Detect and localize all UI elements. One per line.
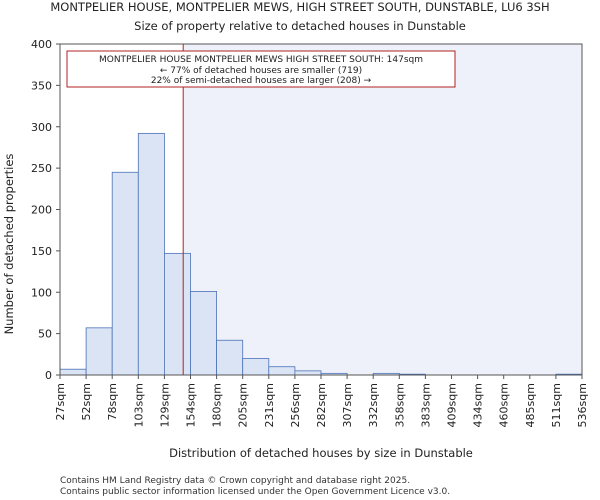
y-tick-label: 0 [45,369,52,382]
x-tick-label: 460sqm [498,383,511,427]
x-ticks: 27sqm 52sqm 78sqm 103sqm 129sqm 154sqm 180sqm 2… [54,375,589,427]
x-tick-label: 180sqm [211,383,224,427]
footer-line-2: Contains public sector information licen… [60,487,450,497]
y-ticks: 0 50 100 150 200 250 300 350 400 [31,38,60,382]
annotation-line-1: MONTPELIER HOUSE MONTPELIER MEWS HIGH ST… [99,55,423,65]
x-tick-label: 78sqm [106,383,119,420]
highlight-region [183,44,582,375]
x-tick-label: 536sqm [576,383,589,427]
x-tick-label: 52sqm [80,383,93,420]
x-tick-label: 358sqm [393,383,406,427]
chart-subtitle: Size of property relative to detached ho… [134,19,466,33]
x-tick-label: 485sqm [524,383,537,427]
y-tick-label: 350 [31,79,52,92]
x-tick-label: 383sqm [419,383,432,427]
x-tick-label: 282sqm [315,383,328,427]
x-tick-label: 103sqm [132,383,145,427]
bars [59,132,583,376]
x-tick-label: 256sqm [289,383,302,427]
bar-154sqm [190,291,218,376]
x-tick-label: 434sqm [472,383,485,427]
bar-256sqm [294,370,322,376]
x-tick-label: 409sqm [446,383,459,427]
bar-52sqm [85,327,113,376]
annotation-border [66,50,456,88]
x-tick-label: 307sqm [341,383,354,427]
bar-231sqm [268,366,296,376]
y-tick-label: 50 [38,328,52,341]
x-axis-title: Distribution of detached houses by size … [169,446,473,460]
x-tick-label: 231sqm [263,383,276,427]
y-tick-label: 150 [31,245,52,258]
bar-129sqm [163,252,191,376]
y-tick-label: 400 [31,38,52,51]
annotation-line-2: ← 77% of detached houses are smaller (71… [160,66,362,76]
footer-line-1: Contains HM Land Registry data © Crown c… [60,476,410,486]
x-tick-label: 154sqm [185,383,198,427]
bar-27sqm [59,368,87,376]
bar-78sqm [111,171,139,376]
annotation-box: MONTPELIER HOUSE MONTPELIER MEWS HIGH ST… [66,50,456,88]
bar-103sqm [137,132,165,376]
y-tick-label: 100 [31,286,52,299]
x-tick-label: 332sqm [367,383,380,427]
y-tick-label: 300 [31,121,52,134]
x-tick-label: 129sqm [158,383,171,427]
y-axis-title: Number of detached properties [2,154,16,335]
x-tick-label: 205sqm [237,383,250,427]
chart-title: MONTPELIER HOUSE, MONTPELIER MEWS, HIGH … [50,0,549,14]
x-tick-label: 511sqm [550,383,563,427]
y-tick-label: 200 [31,204,52,217]
annotation-line-3: 22% of semi-detached houses are larger (… [151,76,372,86]
x-tick-label: 27sqm [54,383,67,420]
bar-205sqm [242,358,270,376]
bar-180sqm [216,339,244,376]
y-tick-label: 250 [31,162,52,175]
